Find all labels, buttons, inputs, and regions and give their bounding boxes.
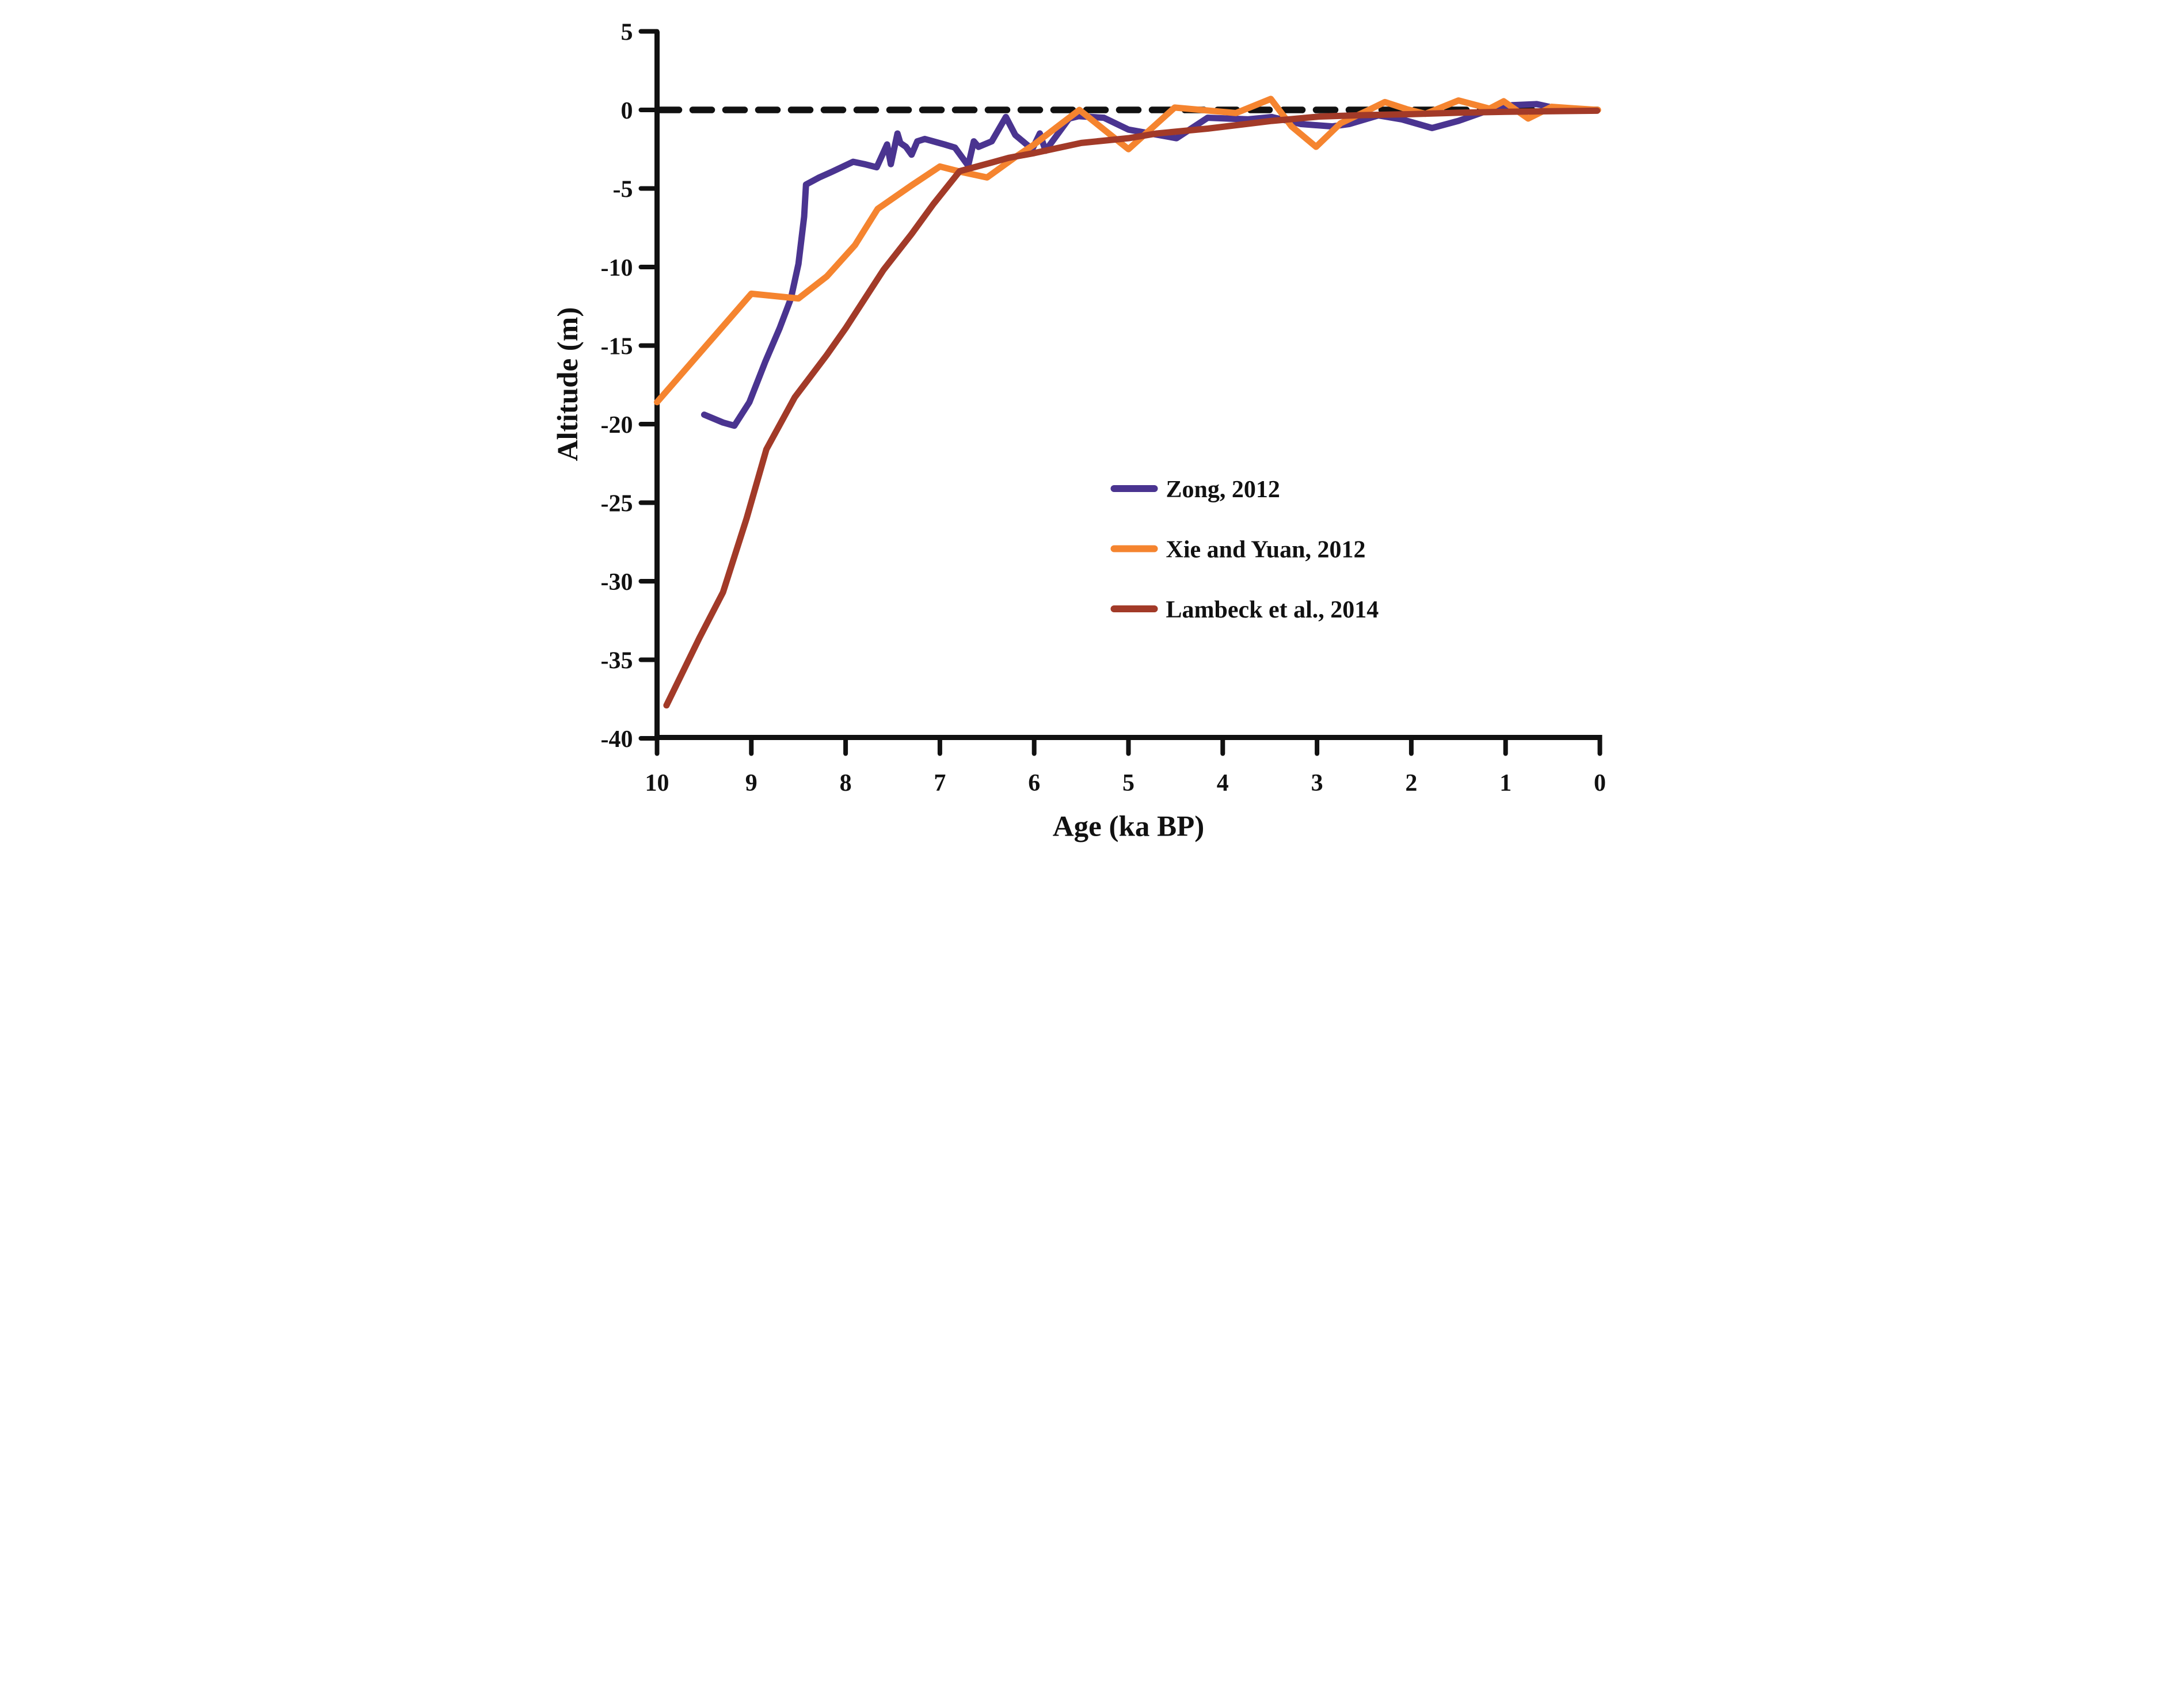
x-tick-label: 4: [1216, 770, 1228, 796]
y-tick-label: -10: [600, 255, 633, 281]
x-tick-label: 6: [1028, 770, 1040, 796]
y-tick-label: -5: [612, 177, 633, 203]
y-tick-label: -30: [600, 569, 633, 596]
x-tick-label: 7: [934, 770, 946, 796]
data-series: [653, 96, 1601, 709]
legend-label-1: Xie and Yuan, 2012: [1166, 537, 1365, 563]
legend-label-2: Lambeck et al., 2014: [1166, 597, 1379, 623]
series-line-0: [701, 101, 1552, 429]
legend-item-0: Zong, 2012: [1110, 476, 1280, 503]
y-tick-label: 5: [620, 20, 633, 46]
x-tick-label: 0: [1594, 770, 1606, 796]
y-tick-label: -20: [600, 412, 633, 439]
y-axis-title: Altitude (m): [552, 307, 584, 462]
x-tick-label: 2: [1405, 770, 1417, 796]
y-tick-label: -40: [600, 726, 633, 753]
legend-label-0: Zong, 2012: [1166, 476, 1280, 503]
x-axis-title: Age (ka BP): [1052, 811, 1204, 843]
axis-ticks: [638, 29, 1602, 756]
x-tick-label: 5: [1122, 770, 1135, 796]
x-tick-label: 8: [839, 770, 851, 796]
y-tick-label: -15: [600, 334, 633, 360]
x-tick-label: 3: [1311, 770, 1323, 796]
legend-item-2: Lambeck et al., 2014: [1110, 597, 1379, 623]
y-tick-label: -35: [600, 648, 633, 674]
x-tick-label: 1: [1499, 770, 1512, 796]
x-tick-label: 9: [745, 770, 757, 796]
sea-level-chart-container: 5 0 -5 -10 -15 -20 -25 -30 -35 -40 10 9 8 7 6 5 4 3 2 1 0 Zo…: [543, 0, 1628, 854]
x-tick-label: 10: [645, 770, 669, 796]
y-tick-label: 0: [620, 98, 633, 124]
y-tick-label: -25: [600, 491, 633, 517]
legend-item-1: Xie and Yuan, 2012: [1110, 537, 1365, 563]
series-line-1: [653, 96, 1601, 406]
series-line-2: [663, 107, 1600, 709]
legend: Zong, 2012 Xie and Yuan, 2012 Lambeck et a…: [1110, 476, 1379, 623]
